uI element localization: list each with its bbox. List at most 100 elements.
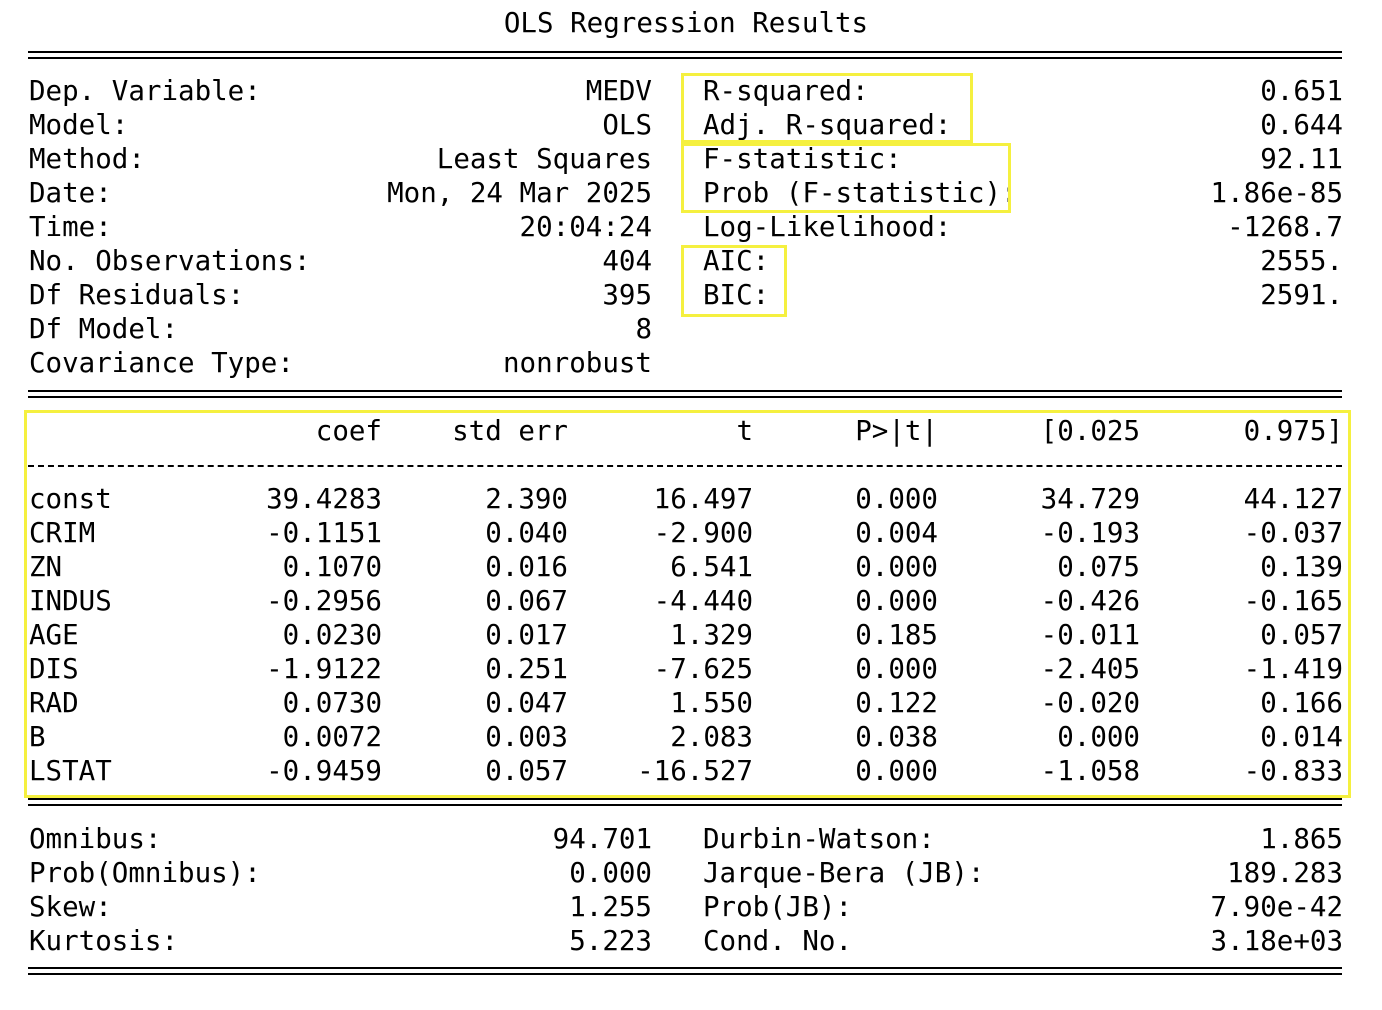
coef-cell: 0.047	[485, 687, 568, 719]
coef-cell: 0.000	[1057, 721, 1140, 753]
diag-value: 1.255	[569, 891, 652, 923]
coef-cell: 0.0072	[282, 721, 382, 753]
coef-cell: 0.166	[1260, 687, 1343, 719]
coef-cell: 1.550	[670, 687, 753, 719]
coef-cell: 44.127	[1243, 483, 1343, 515]
coef-cell: 0.017	[485, 619, 568, 651]
coef-cell: -1.058	[1040, 755, 1140, 787]
rule-top	[28, 51, 1342, 59]
coef-cell: 0.000	[855, 483, 938, 515]
stat-value: 1.86e-85	[1210, 177, 1343, 209]
rule-post-coef	[28, 798, 1342, 806]
stat-value: 395	[602, 279, 652, 311]
diag-label: Omnibus:	[29, 823, 162, 855]
stat-label: BIC:	[703, 279, 770, 311]
coef-cell: 34.729	[1040, 483, 1140, 515]
highlight-coef-table	[24, 410, 1351, 798]
coef-cell: -7.625	[653, 653, 753, 685]
coef-cell: 0.075	[1057, 551, 1140, 583]
diag-value: 7.90e-42	[1210, 891, 1343, 923]
coef-cell: -0.020	[1040, 687, 1140, 719]
coef-row-name: B	[29, 721, 46, 753]
coef-row-name: DIS	[29, 653, 79, 685]
coef-cell: 0.0230	[282, 619, 382, 651]
coef-cell: 0.004	[855, 517, 938, 549]
diag-value: 0.000	[569, 857, 652, 889]
coef-cell: 2.083	[670, 721, 753, 753]
diag-label: Prob(Omnibus):	[29, 857, 261, 889]
coef-cell: -0.426	[1040, 585, 1140, 617]
stat-label: Prob (F-statistic):	[703, 177, 1018, 209]
diag-label: Cond. No.	[703, 925, 853, 957]
coef-cell: 1.329	[670, 619, 753, 651]
coef-cell: 0.003	[485, 721, 568, 753]
diag-label: Kurtosis:	[29, 925, 179, 957]
stat-value: 2555.	[1260, 245, 1343, 277]
coef-row-name: CRIM	[29, 517, 96, 549]
stat-label: Dep. Variable:	[29, 75, 261, 107]
coef-header: 0.975]	[1243, 415, 1343, 447]
coef-cell: -0.011	[1040, 619, 1140, 651]
diag-label: Jarque-Bera (JB):	[703, 857, 985, 889]
coef-header: [0.025	[1040, 415, 1140, 447]
diag-label: Durbin-Watson:	[703, 823, 935, 855]
coef-cell: 0.057	[485, 755, 568, 787]
stat-label: Method:	[29, 143, 145, 175]
stat-value: 404	[602, 245, 652, 277]
stat-label: No. Observations:	[29, 245, 311, 277]
coef-cell: 0.067	[485, 585, 568, 617]
coef-header: P>|t|	[855, 415, 938, 447]
coef-row-name: AGE	[29, 619, 79, 651]
coef-cell: 0.016	[485, 551, 568, 583]
coef-cell: 0.000	[855, 585, 938, 617]
coef-row-name: RAD	[29, 687, 79, 719]
coef-row-name: ZN	[29, 551, 63, 583]
coef-cell: 0.251	[485, 653, 568, 685]
stat-value: OLS	[602, 109, 652, 141]
stat-label: AIC:	[703, 245, 770, 277]
coef-cell: -1.419	[1243, 653, 1343, 685]
diag-value: 5.223	[569, 925, 652, 957]
coef-cell: -2.900	[653, 517, 753, 549]
stat-label: Covariance Type:	[29, 347, 294, 379]
rule-bottom	[28, 967, 1342, 975]
diag-value: 1.865	[1260, 823, 1343, 855]
coef-cell: 0.1070	[282, 551, 382, 583]
stat-label: Df Residuals:	[29, 279, 245, 311]
stat-value: nonrobust	[502, 347, 652, 379]
coef-cell: -0.165	[1243, 585, 1343, 617]
coef-cell: 6.541	[670, 551, 753, 583]
stat-value: Least Squares	[436, 143, 652, 175]
stat-label: Model:	[29, 109, 129, 141]
stat-value: 0.644	[1260, 109, 1343, 141]
coef-row-name: LSTAT	[29, 755, 112, 787]
highlight-r-squared	[681, 73, 973, 143]
coef-cell: 0.000	[855, 653, 938, 685]
highlight-f-statistic	[681, 143, 1011, 213]
stat-value: 2591.	[1260, 279, 1343, 311]
coef-cell: -0.1151	[266, 517, 382, 549]
coef-cell: 0.122	[855, 687, 938, 719]
stat-label: Date:	[29, 177, 112, 209]
coef-cell: 0.000	[855, 755, 938, 787]
coef-header: std err	[452, 415, 568, 447]
coef-cell: 0.057	[1260, 619, 1343, 651]
diag-label: Prob(JB):	[703, 891, 853, 923]
coef-cell: 0.139	[1260, 551, 1343, 583]
coef-cell: 16.497	[653, 483, 753, 515]
stat-value: 20:04:24	[519, 211, 652, 243]
coef-cell: 0.0730	[282, 687, 382, 719]
diag-label: Skew:	[29, 891, 112, 923]
coef-cell: -0.2956	[266, 585, 382, 617]
coef-row-name: const	[29, 483, 112, 515]
coef-cell: -2.405	[1040, 653, 1140, 685]
coef-cell: -16.527	[637, 755, 753, 787]
coef-cell: -1.9122	[266, 653, 382, 685]
stat-value: 92.11	[1260, 143, 1343, 175]
stat-label: Df Model:	[29, 313, 179, 345]
coef-cell: 39.4283	[266, 483, 382, 515]
coef-cell: 0.000	[855, 551, 938, 583]
stat-label: Adj. R-squared:	[703, 109, 952, 141]
stat-label: F-statistic:	[703, 143, 902, 175]
coef-cell: 2.390	[485, 483, 568, 515]
